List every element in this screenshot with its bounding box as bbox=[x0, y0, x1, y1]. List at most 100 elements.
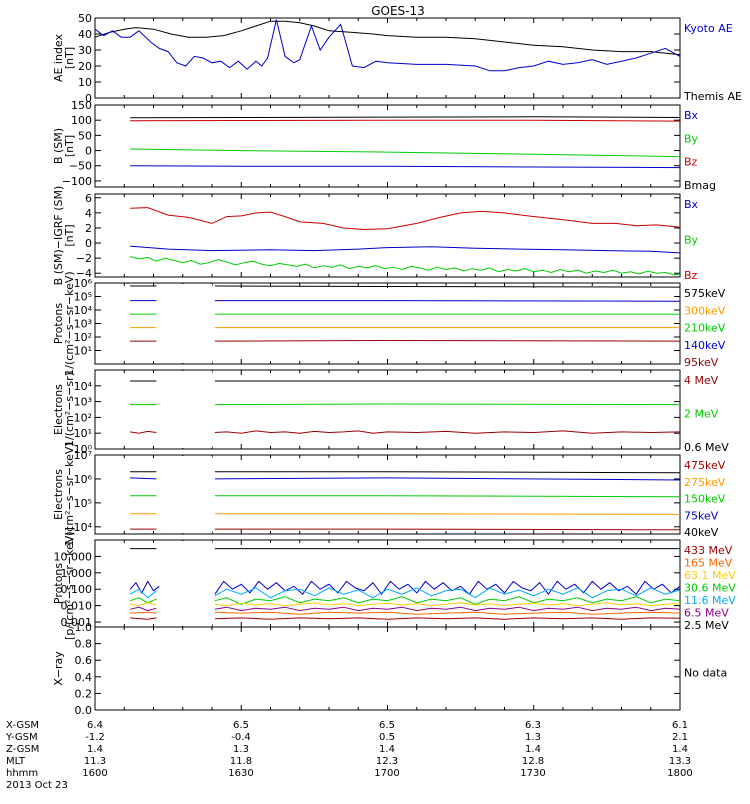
series-line-475kev bbox=[214, 528, 681, 531]
y-tick-label: 10⁴ bbox=[74, 304, 93, 317]
footer-row-label: Z-GSM bbox=[6, 744, 39, 755]
series-line-75kev bbox=[214, 477, 681, 481]
y-tick-label: 0.6 bbox=[75, 654, 93, 667]
legend-entry: Bx bbox=[684, 198, 699, 211]
y-tick-label: 100 bbox=[71, 114, 92, 127]
y-tick-label: 10² bbox=[74, 331, 92, 344]
y-tick-label: 0.8 bbox=[75, 638, 93, 651]
legend-entry: 475keV bbox=[684, 459, 726, 472]
footer-cell: 0.5 bbox=[379, 732, 395, 743]
data-gap bbox=[159, 456, 212, 533]
footer-row-label: Y-GSM bbox=[5, 732, 38, 743]
y-axis-label: 1/(cm²−s−sr−keV) bbox=[63, 442, 76, 546]
footer-cell: 1.4 bbox=[672, 744, 688, 755]
series-line-140kev bbox=[214, 300, 681, 302]
series-line-150kev bbox=[214, 495, 681, 498]
legend-entry: 140keV bbox=[684, 339, 726, 352]
legend-entry: Themis AE bbox=[683, 90, 742, 103]
series-line-bx bbox=[130, 165, 681, 169]
series-line-63-1-mev bbox=[130, 602, 157, 607]
legend-entry: 2 MeV bbox=[684, 408, 719, 421]
y-tick-label: 0.2 bbox=[75, 687, 93, 700]
footer-cell: -0.4 bbox=[231, 732, 251, 743]
footer-cell: 12.3 bbox=[376, 756, 398, 767]
y-tick-label: 20 bbox=[78, 60, 92, 73]
y-tick-label: −2 bbox=[76, 252, 92, 265]
series-line-4-mev bbox=[214, 430, 681, 434]
legend-entry: By bbox=[684, 132, 699, 145]
ephemeris-footer: X-GSM 6.4 6.5 6.5 6.3 6.1 Y-GSM -1.2 -0.4 0.5 1.3 2… bbox=[5, 720, 693, 791]
footer-cell: 6.4 bbox=[87, 720, 103, 731]
legend-entry: 165 MeV bbox=[684, 557, 733, 570]
panel-protons2: 0.001 0.010 0.100 1.000 10.000Protons[p/(cm²… bbox=[52, 527, 736, 640]
footer-cell: 6.1 bbox=[672, 720, 688, 731]
series-line-433-mev bbox=[214, 617, 681, 620]
series-line-11-6-mev bbox=[129, 580, 160, 594]
legend-entry: Bx bbox=[684, 109, 699, 122]
y-tick-label: 10⁶ bbox=[74, 277, 93, 290]
y-axis-label: 1/(cm²−s−sr−keV) bbox=[63, 271, 76, 375]
y-tick-label: 2 bbox=[85, 222, 92, 235]
y-tick-label: 0.4 bbox=[75, 671, 93, 684]
data-gap bbox=[159, 284, 212, 363]
series-line-95kev bbox=[214, 339, 681, 342]
y-tick-label: 40 bbox=[78, 28, 92, 41]
footer-cell: 1730 bbox=[520, 768, 545, 779]
panel-xray: 0.0 0.2 0.4 0.6 0.8 1.0 X−ray No data bbox=[52, 621, 727, 717]
legend-entry: 95keV bbox=[684, 356, 719, 369]
series-line-75kev bbox=[130, 477, 157, 480]
y-tick-label: 0.010 bbox=[61, 600, 93, 613]
footer-cell: 1.4 bbox=[379, 744, 395, 755]
legend-entry: Bz bbox=[684, 269, 698, 282]
panel-ae: 0 10 20 30 40 50 AE index[nT] Kyoto AE Themis AE bbox=[52, 12, 742, 105]
y-tick-label: 10¹ bbox=[74, 345, 92, 358]
series-line-bz bbox=[130, 119, 681, 122]
plot-title: GOES-13 bbox=[371, 4, 425, 18]
footer-cell: 1600 bbox=[82, 768, 107, 779]
footer-cell: 1.4 bbox=[525, 744, 541, 755]
data-gap bbox=[159, 541, 212, 626]
legend-entry: 0.6 MeV bbox=[684, 441, 729, 454]
legend-entry: Kyoto AE bbox=[684, 22, 733, 35]
series-line-bx bbox=[130, 245, 681, 254]
legend-entry: 150keV bbox=[684, 493, 726, 506]
y-tick-label: 0 bbox=[85, 145, 92, 158]
series-line-165-mev bbox=[130, 611, 157, 614]
series-line-kyoto-ae bbox=[94, 19, 681, 72]
series-line-by bbox=[129, 256, 681, 276]
y-tick-label: −100 bbox=[62, 175, 92, 188]
y-tick-label: 10⁴ bbox=[74, 521, 93, 534]
footer-cell: 6.5 bbox=[233, 720, 249, 731]
legend-entry: 4 MeV bbox=[684, 374, 719, 387]
y-tick-label: 10⁰ bbox=[74, 443, 93, 456]
y-tick-label: 10⁴ bbox=[74, 380, 93, 393]
series-line-63-1-mev bbox=[214, 602, 681, 607]
footer-cell: 1.4 bbox=[87, 744, 103, 755]
footer-row-label: X-GSM bbox=[6, 720, 39, 731]
footer-cell: 11.3 bbox=[84, 756, 106, 767]
y-tick-label: 0.0 bbox=[75, 704, 93, 717]
legend-entry: 433 MeV bbox=[684, 544, 733, 557]
footer-date: 2013 Oct 23 bbox=[6, 780, 68, 791]
series-line-11-6-mev bbox=[214, 580, 681, 596]
y-axis-label: [nT] bbox=[63, 47, 76, 69]
y-tick-label: 50 bbox=[78, 129, 92, 142]
footer-cell: 1.3 bbox=[233, 744, 249, 755]
series-line-433-mev bbox=[130, 617, 157, 620]
y-tick-label: −50 bbox=[69, 160, 92, 173]
y-tick-label: 10³ bbox=[74, 396, 92, 409]
legend-entry: By bbox=[684, 234, 699, 247]
series-line-themis-ae bbox=[94, 20, 681, 56]
footer-cell: -1.2 bbox=[85, 732, 105, 743]
y-axis-label: [nT] bbox=[63, 135, 76, 157]
footer-cell: 13.3 bbox=[669, 756, 691, 767]
panel-frame bbox=[94, 17, 681, 99]
footer-cell: 11.8 bbox=[230, 756, 252, 767]
y-axis-label: [p/(cm²−s−sr−keV)] bbox=[63, 527, 76, 640]
y-tick-label: 0 bbox=[85, 92, 92, 105]
